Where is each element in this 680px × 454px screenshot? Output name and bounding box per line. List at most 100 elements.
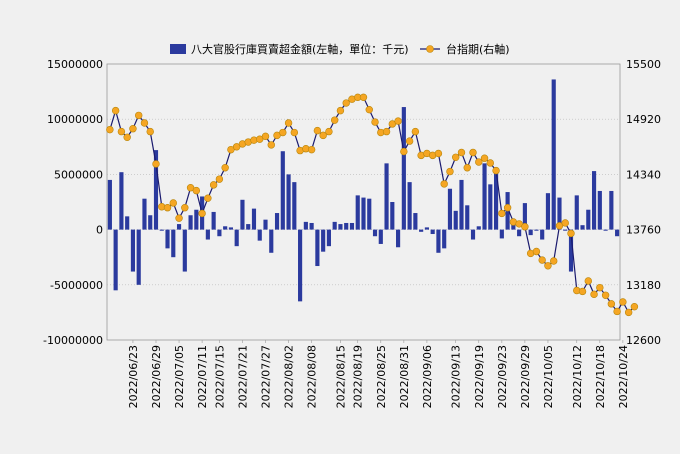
bar: [528, 229, 533, 236]
y-left-tick-label: -10000000: [43, 334, 103, 347]
bar: [407, 182, 412, 230]
line-point: [394, 117, 402, 125]
line-point: [169, 199, 177, 207]
bar: [274, 213, 280, 230]
line-point: [307, 145, 316, 154]
bar: [597, 190, 602, 230]
y-right-tick-label: 13180: [626, 279, 661, 292]
line-point: [475, 158, 483, 166]
x-tick-label: 2022/06/23: [127, 345, 140, 408]
bar: [148, 215, 153, 230]
x-tick-label: 2022/10/24: [617, 345, 630, 408]
line-point: [521, 223, 529, 231]
line-point: [630, 302, 639, 311]
bar: [580, 225, 585, 230]
x-tick-label: 2022/09/29: [519, 345, 532, 408]
bar: [609, 190, 614, 230]
line-point: [256, 135, 264, 143]
x-tick-label: 2022/08/25: [375, 345, 388, 408]
legend-line-marker: [426, 45, 434, 53]
line-point: [601, 291, 610, 299]
bar: [153, 150, 159, 230]
plot-frame: [106, 63, 621, 341]
bar: [182, 229, 187, 272]
line-point: [325, 127, 333, 136]
bar: [326, 229, 331, 247]
line-point: [106, 125, 114, 134]
line-point: [440, 180, 448, 188]
bar: [401, 107, 406, 230]
bar: [171, 229, 176, 258]
line-point: [117, 127, 126, 136]
line-point: [129, 125, 137, 133]
bar: [591, 171, 597, 230]
x-tick-label: 2022/06/29: [150, 345, 163, 408]
bar: [251, 208, 257, 230]
line-point: [146, 127, 154, 136]
bar: [517, 229, 522, 237]
bar: [430, 229, 435, 235]
x-tick-label: 2022/07/11: [196, 345, 209, 408]
bar: [436, 229, 441, 253]
line-point: [434, 149, 443, 158]
y-right-tick-label: 13760: [626, 224, 661, 237]
bar: [280, 151, 285, 230]
line-point: [336, 106, 345, 115]
line-point: [596, 283, 604, 292]
bar: [107, 179, 112, 230]
bar: [332, 221, 337, 230]
x-tick-label: 2022/07/05: [173, 345, 186, 408]
line-point: [313, 126, 322, 135]
y-right-tick-label: 12600: [626, 334, 661, 347]
line-series: [106, 93, 639, 317]
line-point: [232, 143, 241, 151]
bar: [378, 229, 383, 244]
line-point: [261, 132, 270, 141]
y-right-tick-label: 14340: [626, 168, 661, 181]
bar: [257, 229, 262, 241]
line-point: [342, 99, 350, 107]
bar: [511, 224, 516, 230]
x-tick-label: 2022/09/13: [450, 345, 463, 408]
line-point: [284, 119, 293, 127]
line-point: [111, 106, 120, 115]
bar: [488, 184, 493, 230]
line-point: [186, 184, 195, 192]
line-point: [457, 148, 466, 157]
bar: [384, 163, 389, 230]
line-point: [532, 247, 541, 256]
line-point: [463, 164, 471, 172]
bar: [447, 188, 453, 230]
line-point: [330, 116, 339, 124]
line-point: [123, 133, 131, 141]
line-point: [550, 257, 558, 265]
bar: [176, 224, 182, 230]
bar: [574, 195, 579, 230]
line-point: [192, 186, 201, 195]
bar: [113, 229, 118, 291]
x-tick-label: 2022/09/06: [421, 345, 434, 408]
x-tick-label: 2022/10/05: [542, 345, 555, 408]
bar: [603, 229, 608, 231]
y-right-tick-label: 15500: [626, 58, 661, 71]
bar-series: [107, 79, 620, 302]
x-tick-label: 2022/07/15: [213, 345, 226, 408]
x-tick-label: 2022/08/08: [306, 345, 319, 408]
line-point: [503, 204, 512, 212]
line-point: [365, 105, 373, 114]
bar: [568, 229, 574, 272]
bar: [292, 182, 297, 230]
line-point: [273, 131, 281, 140]
y-left-tick-label: 15000000: [47, 58, 103, 71]
line-point: [359, 93, 368, 102]
bar: [286, 174, 291, 230]
line-point: [400, 147, 408, 156]
x-tick-label: 2022/08/15: [334, 345, 347, 408]
bar: [551, 79, 556, 230]
bar: [355, 195, 360, 230]
bar: [303, 221, 308, 230]
bar: [228, 227, 234, 230]
x-tick-label: 2022/08/31: [398, 345, 411, 408]
legend: 八大官股行庫買賣超金額(左軸，單位：千元) 台指期(右軸): [170, 42, 510, 56]
